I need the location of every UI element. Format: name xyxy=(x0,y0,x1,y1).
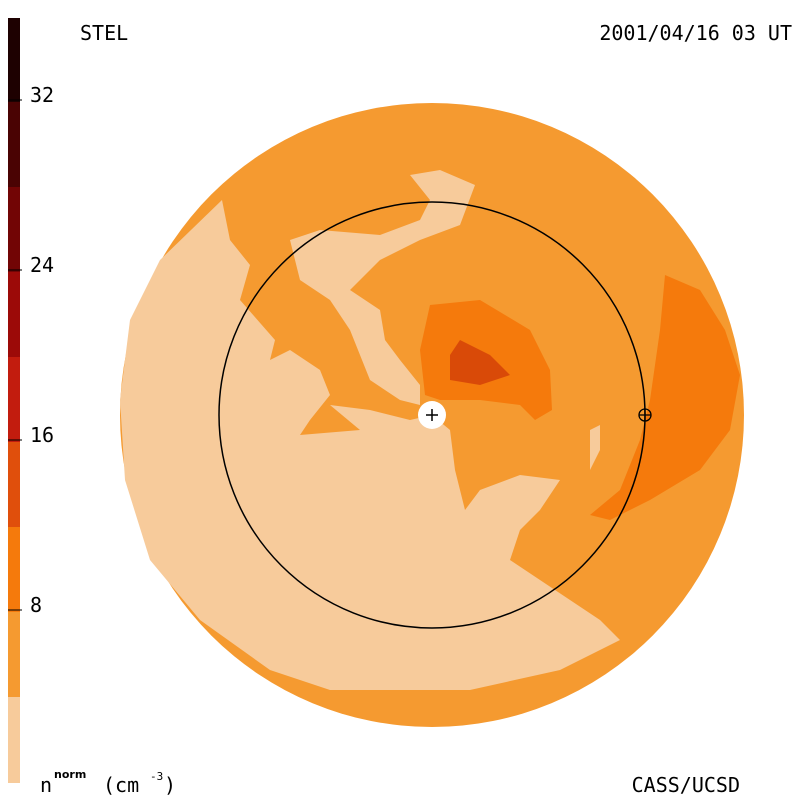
label-unit-close: ) xyxy=(164,773,176,797)
label-superscript: norm xyxy=(54,768,86,781)
colorbar-tick-label: 8 xyxy=(30,593,42,617)
timestamp: 2001/04/16 03 UT xyxy=(599,21,792,45)
disk xyxy=(120,103,744,727)
colorbar-tick-label: 24 xyxy=(30,253,54,277)
label-exponent: -3 xyxy=(150,770,163,783)
colorbar-tick-label: 16 xyxy=(30,423,54,447)
credit: CASS/UCSD xyxy=(632,773,740,797)
label-unit: (cm xyxy=(103,773,139,797)
colorbar xyxy=(8,18,20,783)
label-symbol: n xyxy=(40,773,52,797)
colorbar-tick-label: 32 xyxy=(30,83,54,107)
colorbar-label: n norm (cm -3 ) xyxy=(40,768,176,797)
source-label: STEL xyxy=(80,21,128,45)
